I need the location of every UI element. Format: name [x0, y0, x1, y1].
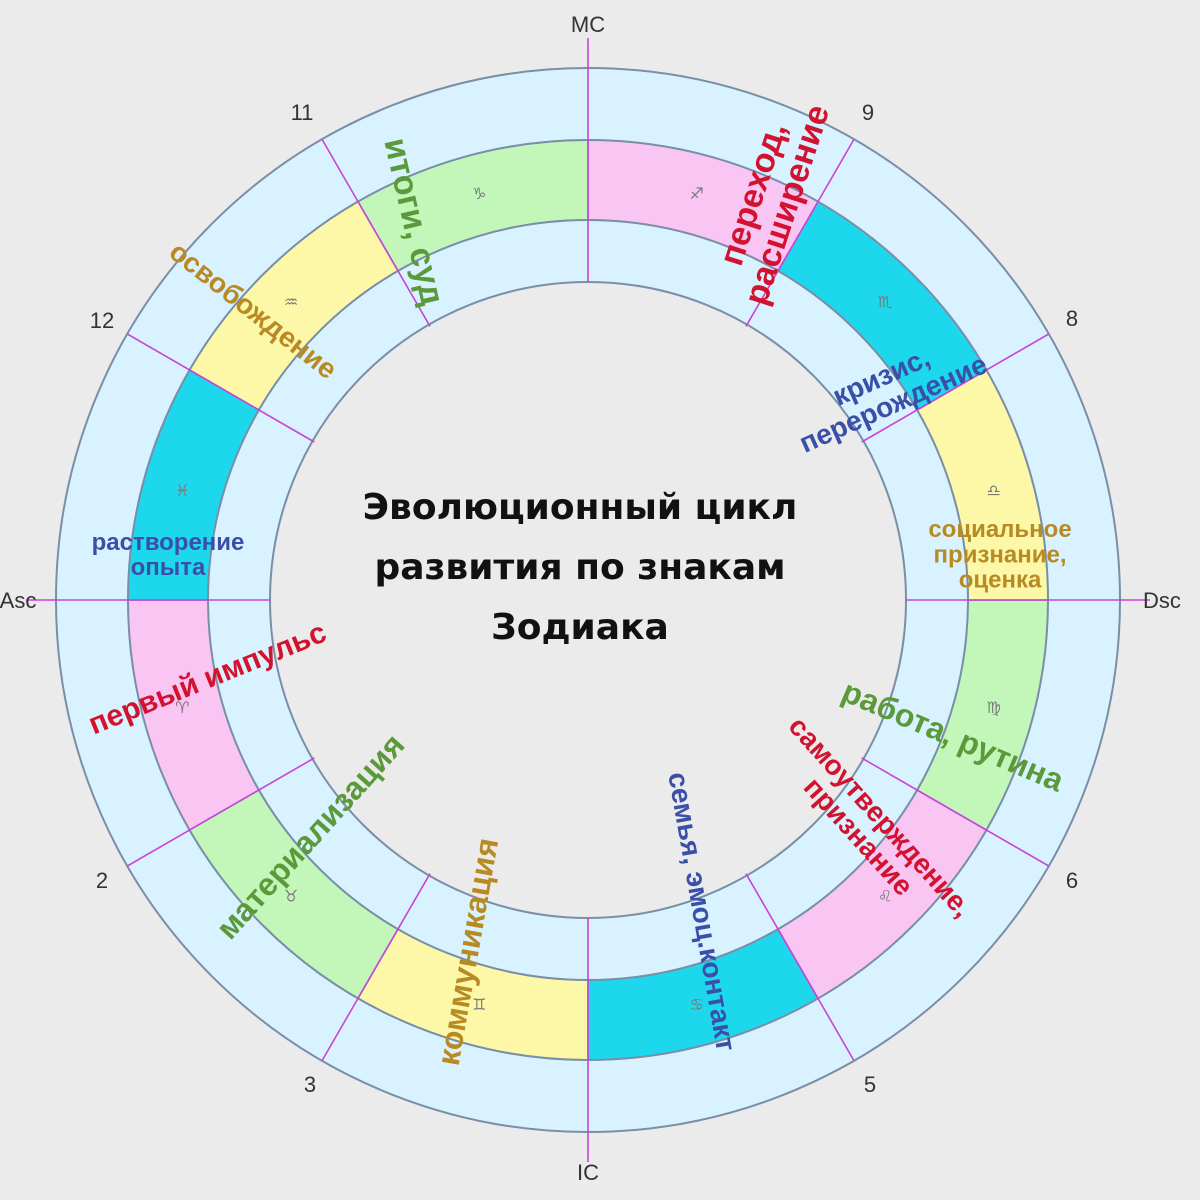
house-cusp-line — [861, 757, 1050, 867]
house-cusp-line — [321, 138, 431, 327]
house-cusp-line — [126, 757, 315, 867]
title-line-3: Зодиака — [491, 607, 669, 648]
scorpio-glyph-icon: ♏ — [878, 293, 892, 312]
house-label-5: 5 — [864, 1072, 876, 1097]
house-cusp-line — [321, 873, 431, 1062]
diagram-title: Эволюционный цикл развития по знакам Зод… — [330, 478, 830, 658]
house-label-6: 6 — [1066, 868, 1078, 893]
pisces-glyph-icon: ♓ — [175, 481, 189, 500]
house-label-8: 8 — [1066, 306, 1078, 331]
phase-label-line: растворение — [92, 529, 245, 556]
house-label-3: 3 — [304, 1072, 316, 1097]
aries-glyph-icon: ♈ — [175, 698, 189, 717]
gemini-glyph-icon: ♊ — [472, 995, 486, 1014]
title-line-1: Эволюционный цикл — [362, 487, 798, 528]
sagittarius-glyph-icon: ♐ — [690, 184, 704, 203]
house-label-9: 9 — [862, 100, 874, 125]
house-cusp-line — [126, 333, 315, 443]
axis-label-ic: IC — [577, 1160, 599, 1185]
virgo-glyph-icon: ♍ — [987, 698, 1001, 717]
axis-label-asc: Asc — [0, 588, 36, 613]
title-line-2: развития по знакам — [374, 547, 786, 588]
phase-label-line: оценка — [959, 567, 1042, 594]
phase-label-line: опыта — [131, 554, 206, 581]
aquarius-glyph-icon: ♒ — [284, 293, 298, 312]
house-cusp-line — [745, 138, 855, 327]
house-label-12: 12 — [90, 308, 114, 333]
cancer-glyph-icon: ♋ — [690, 995, 704, 1014]
house-cusp-line — [745, 873, 855, 1062]
phase-label-line: признание, — [934, 541, 1067, 568]
leo-glyph-icon: ♌ — [878, 886, 892, 905]
house-label-2: 2 — [96, 868, 108, 893]
phase-label-line: социальное — [928, 516, 1071, 543]
axis-label-mc: MC — [571, 12, 605, 37]
house-label-11: 11 — [291, 100, 314, 125]
axis-label-dsc: Dsc — [1143, 588, 1181, 613]
capricorn-glyph-icon: ♑ — [472, 184, 486, 203]
libra-glyph-icon: ♎ — [987, 481, 1001, 500]
taurus-glyph-icon: ♉ — [284, 886, 298, 905]
house-cusp-line — [861, 333, 1050, 443]
